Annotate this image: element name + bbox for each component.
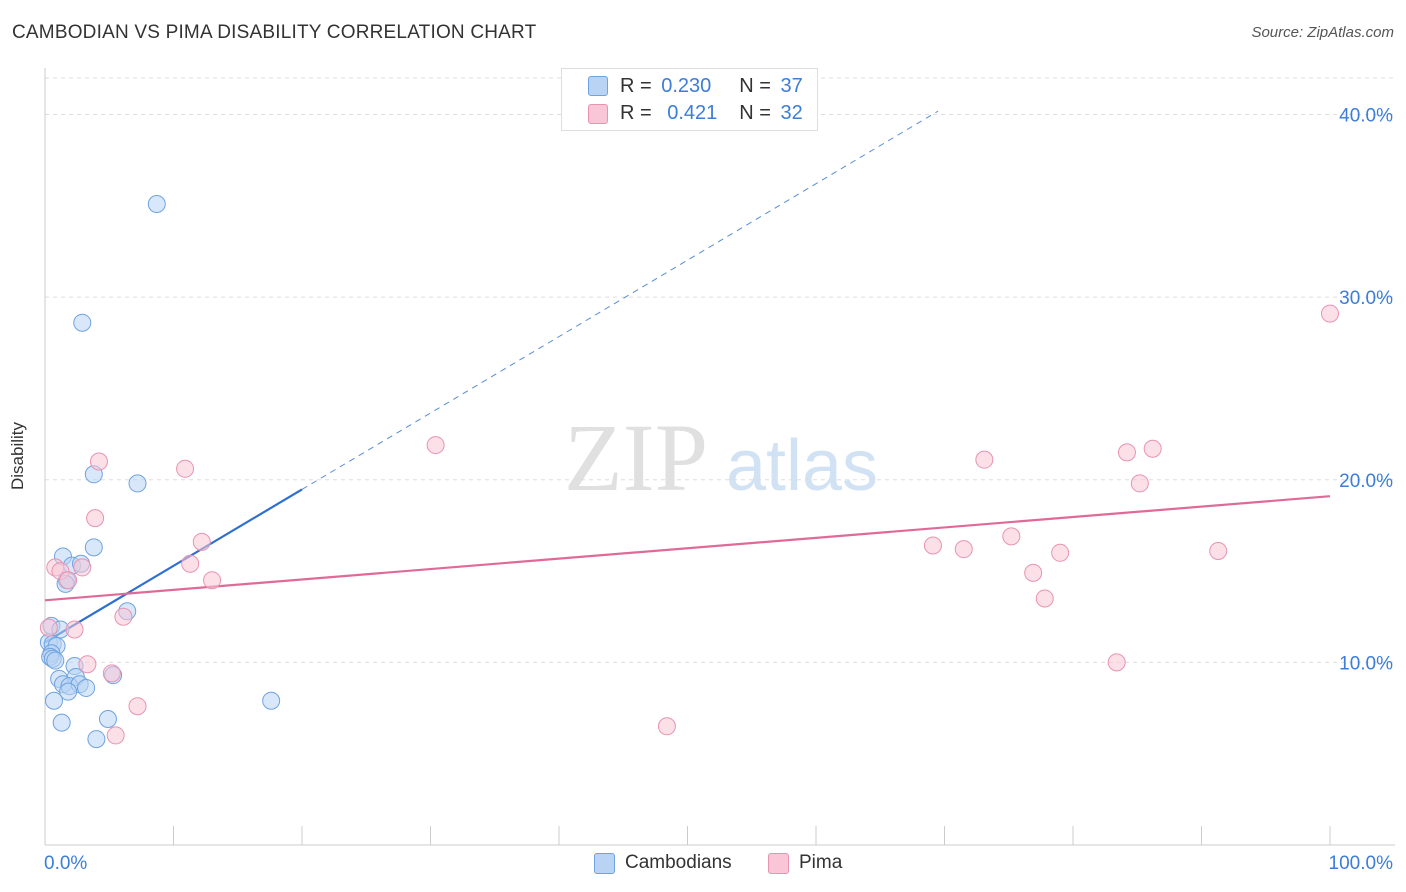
watermark-atlas: atlas (726, 426, 878, 506)
pima-point-21 (203, 571, 222, 590)
pima-point-9 (192, 532, 211, 551)
legend-item-cambodians[interactable]: Cambodians (594, 852, 732, 874)
y-tick-label-30: 30.0% (1339, 288, 1393, 309)
y-tick-label-10: 10.0% (1339, 653, 1393, 674)
source-label: Source: ZipAtlas.com (1251, 24, 1394, 41)
cambodians-point-27 (77, 678, 96, 697)
pima-point-0 (1321, 304, 1339, 323)
pima-point-2 (89, 452, 108, 471)
chart-title: CAMBODIAN VS PIMA DISABILITY CORRELATION… (12, 22, 537, 43)
correlation-legend: R = 0.230 N = 37 R = 0.421 N = 32 (561, 68, 818, 131)
pima-point-4 (975, 450, 994, 469)
pima-point-30 (657, 717, 676, 736)
pima-point-1 (426, 436, 445, 455)
watermark-zip: ZIP (564, 404, 708, 511)
axes (44, 68, 1395, 846)
cambodians-point-0 (147, 195, 166, 214)
n-value: 37 (780, 74, 803, 97)
pima-point-23 (114, 607, 133, 626)
gridlines (45, 77, 1395, 663)
pima-point-31 (106, 726, 125, 745)
cambodians-point-30 (262, 691, 281, 710)
cambodians-point-4 (84, 538, 103, 557)
trendline-cambodians-extension (301, 110, 939, 490)
pima-point-28 (1107, 653, 1126, 672)
pima-point-10 (1002, 527, 1021, 546)
series-legend: Cambodians Pima (0, 852, 1406, 878)
data-points (39, 195, 1339, 749)
pima-point-26 (78, 655, 97, 674)
pima-point-29 (128, 697, 147, 716)
pima-point-24 (65, 620, 84, 639)
cambodians-point-19 (46, 651, 65, 670)
cambodians-point-1 (73, 313, 92, 332)
pima-point-27 (102, 664, 121, 683)
trendline-pima (44, 495, 1331, 602)
r-label: R = (620, 74, 652, 97)
pima-point-8 (86, 509, 105, 528)
pima-point-7 (1130, 474, 1149, 493)
cambodians-point-29 (44, 691, 63, 710)
n-label: N = (739, 101, 771, 124)
n-label: N = (739, 74, 771, 97)
pima-point-3 (176, 459, 195, 478)
pima-point-25 (39, 618, 58, 637)
pima-point-11 (923, 536, 942, 555)
pima-point-13 (1209, 541, 1228, 560)
pima-point-20 (59, 571, 78, 590)
legend-item-pima[interactable]: Pima (768, 852, 842, 874)
pima-point-18 (181, 554, 200, 573)
x-tick-label-max: 100.0% (1329, 853, 1394, 874)
pima-point-17 (73, 558, 92, 577)
pima-point-5 (1117, 443, 1136, 462)
pima-point-6 (1143, 439, 1162, 458)
n-value: 32 (780, 101, 803, 124)
legend-swatch-cambodians (594, 852, 615, 874)
pima-point-14 (1051, 543, 1070, 562)
tick-labels: 10.0% 20.0% 30.0% 40.0% 0.0% 100.0% (44, 106, 1393, 874)
legend-swatch-cambodians (588, 76, 608, 96)
legend-row-pima: R = 0.421 N = 32 (620, 100, 803, 126)
r-value: 0.421 (667, 101, 718, 124)
legend-swatch-pima (768, 852, 789, 874)
cambodians-point-28 (59, 682, 78, 701)
trendlines (44, 110, 1331, 644)
r-value: 0.230 (661, 74, 712, 97)
legend-swatch-pima (588, 104, 608, 124)
y-tick-label-20: 20.0% (1339, 471, 1393, 492)
pima-point-22 (1035, 589, 1054, 608)
r-label: R = (620, 101, 652, 124)
legend-label-pima: Pima (799, 852, 843, 873)
legend-row-cambodians: R = 0.230 N = 37 (620, 73, 803, 99)
cambodians-point-33 (87, 730, 106, 749)
pima-point-19 (1024, 563, 1043, 582)
cambodians-point-31 (98, 709, 117, 728)
cambodians-point-3 (128, 474, 147, 493)
y-tick-label-40: 40.0% (1339, 106, 1393, 127)
legend-label-cambodians: Cambodians (625, 852, 732, 873)
watermark: ZIP atlas (564, 404, 878, 511)
x-tick-label-min: 0.0% (44, 853, 87, 874)
cambodians-point-32 (52, 713, 71, 732)
pima-point-12 (954, 540, 973, 559)
trendline-cambodians (44, 488, 303, 644)
